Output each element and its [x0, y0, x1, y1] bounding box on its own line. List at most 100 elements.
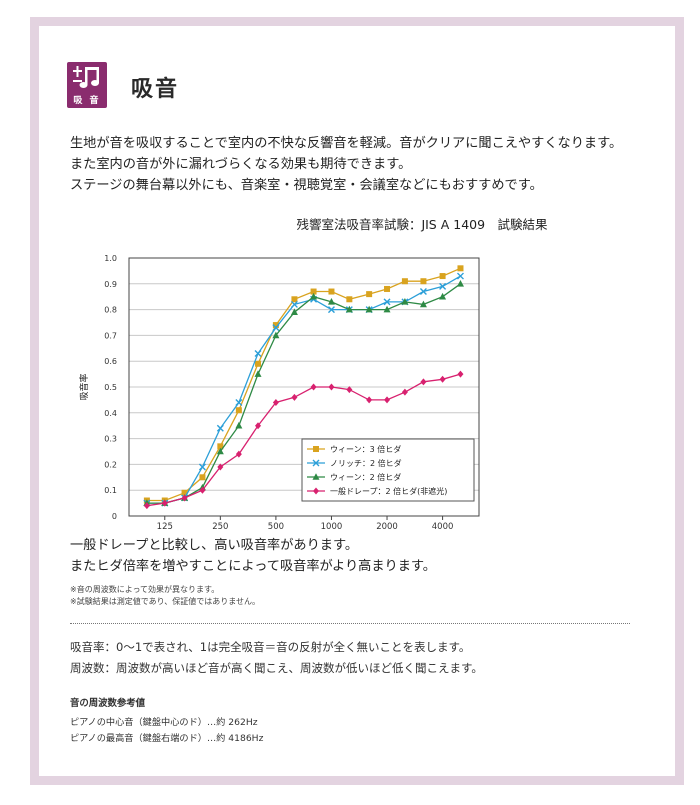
data-point-0: [401, 278, 408, 285]
y-tick-label: 0.5: [104, 383, 117, 392]
y-tick-label: 0.9: [104, 280, 117, 289]
data-point-1: [419, 288, 427, 296]
series-line-3: [146, 373, 461, 507]
data-point-0: [199, 474, 206, 481]
plot-frame: [128, 257, 480, 517]
data-point-3: [346, 386, 353, 394]
data-point-0: [255, 360, 262, 367]
data-point-1: [327, 306, 335, 314]
data-point-0: [384, 285, 391, 292]
data-point-3: [420, 378, 427, 386]
data-point-2: [419, 300, 427, 308]
x-tick-label: 500: [268, 522, 284, 531]
comparison-text: 一般ドレープと比較し、高い吸音率があります。 またヒダ倍率を増やすことによって吸…: [70, 535, 436, 577]
x-tick-label: 1000: [321, 522, 343, 531]
intro-line: 生地が音を吸収することで室内の不快な反響音を軽減。音がクリアに聞こえやすくなりま…: [70, 136, 623, 151]
data-point-0: [217, 443, 224, 450]
series-line-0: [146, 267, 461, 502]
data-point-2: [272, 331, 280, 339]
definitions: 吸音率：0～1で表され、1は完全吸音＝音の反射が全く無いことを表します。 周波数…: [70, 637, 483, 679]
data-point-2: [216, 447, 224, 455]
data-point-2: [365, 305, 373, 313]
data-point-3: [310, 383, 317, 391]
content-frame: 吸 音 吸音 生地が音を吸収することで室内の不快な反響音を軽減。音がクリアに聞こ…: [30, 17, 684, 785]
y-tick-label: 0: [112, 512, 117, 521]
data-point-2: [383, 305, 391, 313]
page-title: 吸音: [131, 77, 180, 102]
data-point-2: [290, 308, 298, 315]
data-point-3: [199, 486, 206, 494]
reference-title: 音の周波数参考値: [70, 698, 146, 709]
y-tick-label: 0.3: [104, 435, 117, 444]
data-point-2: [456, 280, 464, 287]
footnote: ※試験結果は測定値であり、保証値ではありません。: [70, 597, 261, 606]
footnote: ※音の周波数によって効果が異なります。: [70, 585, 220, 594]
data-point-0: [366, 291, 373, 298]
data-point-0: [457, 265, 464, 272]
comparison-line: 一般ドレープと比較し、高い吸音率があります。: [70, 538, 359, 553]
data-point-3: [366, 396, 373, 404]
data-point-0: [346, 296, 353, 303]
y-tick-label: 1.0: [104, 254, 117, 263]
intro-line: また室内の音が外に漏れづらくなる効果も期待できます。: [70, 157, 412, 172]
comparison-line: またヒダ倍率を増やすことによって吸音率がより高まります。: [70, 559, 436, 574]
legend-swatch-marker: [313, 487, 319, 495]
data-point-1: [439, 282, 447, 290]
data-point-1: [254, 349, 262, 357]
data-point-3: [401, 388, 408, 396]
data-point-1: [198, 463, 206, 471]
data-point-3: [161, 499, 168, 507]
dotted-divider: [70, 623, 630, 624]
data-point-1: [456, 272, 464, 280]
data-point-3: [181, 494, 188, 502]
chart-title-wrapper: 残響室法吸音率試験：JIS A 1409 試験結果: [39, 214, 675, 233]
sound-absorption-icon: 吸 音: [67, 62, 107, 108]
icon-label: 吸 音: [73, 96, 101, 106]
data-point-1: [383, 298, 391, 306]
data-point-2: [401, 298, 409, 305]
data-point-3: [328, 383, 335, 391]
footnotes: ※音の周波数によって効果が異なります。 ※試験結果は測定値であり、保証値ではあり…: [70, 584, 260, 608]
x-tick-label: 2000: [376, 522, 398, 531]
data-point-0: [181, 489, 188, 496]
y-tick-label: 0.1: [104, 486, 117, 495]
data-point-3: [143, 502, 150, 510]
data-point-0: [420, 278, 427, 285]
data-point-0: [291, 296, 298, 303]
legend-swatch-marker: [313, 446, 319, 452]
legend-swatch-marker: [312, 459, 320, 467]
series-line-1: [146, 275, 461, 504]
series-line-2: [146, 283, 461, 504]
y-tick-label: 0.8: [104, 306, 117, 315]
legend-label: ウィーン：2 倍ヒダ: [330, 472, 401, 482]
data-point-3: [235, 450, 242, 458]
data-point-3: [457, 370, 464, 378]
y-tick-label: 0.7: [104, 331, 117, 340]
x-tick-label: 250: [212, 522, 228, 531]
data-point-2: [235, 421, 243, 429]
data-point-2: [439, 292, 447, 300]
data-point-0: [310, 288, 317, 295]
data-point-3: [384, 396, 391, 404]
data-point-0: [272, 322, 279, 329]
y-axis-label: 吸音率: [78, 373, 90, 400]
data-point-1: [272, 324, 280, 332]
data-point-3: [217, 463, 224, 471]
y-tick-label: 0.4: [104, 409, 117, 418]
data-point-1: [290, 300, 298, 308]
legend-label: ウィーン：3 倍ヒダ: [330, 444, 401, 454]
definition-line: 周波数：周波数が高いほど音が高く聞こえ、周波数が低いほど低く聞こえます。: [70, 661, 483, 675]
data-point-3: [439, 375, 446, 383]
legend-swatch-marker: [312, 473, 320, 480]
reference-line: ピアノの中心音（鍵盤中心のド）…約 262Hz: [70, 717, 258, 728]
data-point-3: [291, 393, 298, 401]
y-tick-label: 0.2: [104, 460, 117, 469]
data-point-0: [439, 273, 446, 280]
data-point-2: [345, 305, 353, 313]
x-tick-label: 125: [157, 522, 173, 531]
legend-label: 一般ドレープ：2 倍ヒダ(非遮光): [330, 486, 447, 496]
reference-line: ピアノの最高音（鍵盤右端のド）…約 4186Hz: [70, 733, 264, 744]
chart-title: 残響室法吸音率試験：JIS A 1409 試験結果: [296, 217, 548, 232]
frequency-reference: 音の周波数参考値 ピアノの中心音（鍵盤中心のド）…約 262Hz ピアノの最高音…: [70, 696, 263, 747]
data-point-2: [327, 298, 335, 305]
